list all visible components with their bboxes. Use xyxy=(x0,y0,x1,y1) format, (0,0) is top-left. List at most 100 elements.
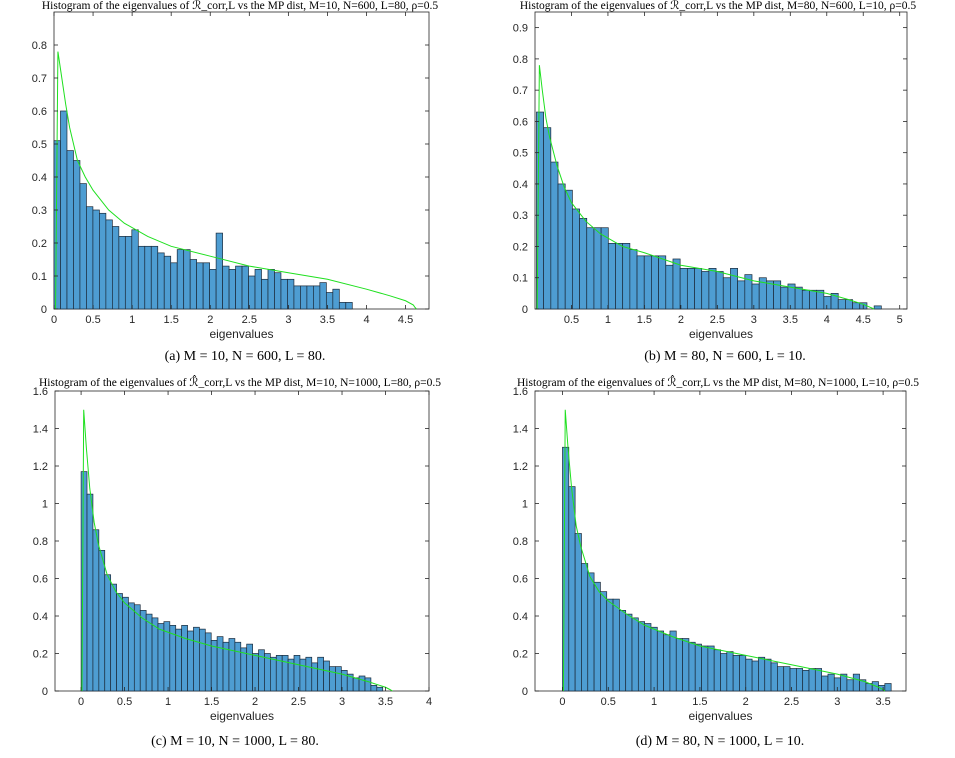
chart-a-bar xyxy=(248,275,256,310)
chart-a-bar xyxy=(157,252,165,310)
chart-c-ytick-label: 0 xyxy=(42,686,48,698)
chart-a-bar xyxy=(274,272,282,310)
chart-b-bar xyxy=(672,258,681,310)
chart-a-bar xyxy=(131,229,139,310)
chart-a-ytick-label: 0.2 xyxy=(32,238,47,250)
chart-c-ytick-label: 1.2 xyxy=(33,461,48,473)
chart-c-bar xyxy=(364,677,372,692)
chart-a-bar xyxy=(280,278,288,310)
chart-a-mp-curve xyxy=(55,51,417,310)
chart-a-xtick-label: 2 xyxy=(207,314,213,326)
chart-d-bar xyxy=(739,655,747,692)
chart-d-xtick-label: 2.5 xyxy=(784,696,799,708)
chart-d-bar xyxy=(650,626,658,692)
chart-a-title: Histogram of the eigenvalues of ℛ_corr,L… xyxy=(42,0,439,12)
chart-b-bar xyxy=(564,189,573,310)
chart-panel-d: Histogram of the eigenvalues of ℛ̂_corr,… xyxy=(478,374,955,758)
chart-d-bar xyxy=(884,683,892,692)
chart-b-ytick-label: 0.4 xyxy=(513,179,528,191)
chart-b-bar xyxy=(722,277,731,310)
chart-a-bar xyxy=(235,265,243,310)
chart-a-bar xyxy=(287,278,295,310)
chart-c-xtick-label: 4 xyxy=(426,696,432,708)
chart-c-bar xyxy=(92,529,100,692)
chart-a-xtick-label: 4 xyxy=(363,314,369,326)
chart-a-ytick-label: 0.3 xyxy=(32,205,47,217)
chart-c-bar xyxy=(335,666,342,692)
chart-a-bar xyxy=(338,302,347,310)
chart-d-xtick-label: 0.5 xyxy=(601,696,616,708)
chart-d-ytick-label: 1 xyxy=(522,499,528,511)
chart-panel-c: Histogram of the eigenvalues of ℛ̂_corr,… xyxy=(0,374,477,758)
chart-b-bar xyxy=(629,249,638,310)
chart-d-xtick-label: 1 xyxy=(651,696,657,708)
chart-d-bar xyxy=(669,630,677,692)
caption-d: (d) M = 80, N = 1000, L = 10. xyxy=(635,734,805,749)
chart-c-bar xyxy=(181,625,188,692)
chart-b-bar xyxy=(701,271,710,310)
chart-c-bar xyxy=(122,596,129,692)
chart-b-xtick-label: 1 xyxy=(605,314,611,326)
chart-b-svg: Histogram of the eigenvalues of ℛ_corr,L… xyxy=(513,0,917,341)
chart-c-ytick-label: 1 xyxy=(42,499,48,511)
chart-d-bar xyxy=(593,581,601,692)
chart-c-xtick-label: 0 xyxy=(78,696,84,708)
chart-c-bar xyxy=(98,550,106,692)
chart-c-bar xyxy=(116,593,123,692)
chart-b-bar xyxy=(809,289,818,310)
chart-a-xtick-label: 1.5 xyxy=(164,314,179,326)
chart-a-bar xyxy=(92,209,100,310)
chart-b-ytick-label: 0.2 xyxy=(513,241,528,253)
chart-a-xtick-label: 0.5 xyxy=(85,314,100,326)
chart-a-bar xyxy=(209,269,217,310)
chart-b-xtick-label: 0.5 xyxy=(564,314,579,326)
chart-a-bar xyxy=(112,226,120,310)
chart-a-xtick-label: 1 xyxy=(129,314,135,326)
chart-b-bar xyxy=(543,127,552,310)
chart-a-bar xyxy=(254,269,262,310)
chart-c-bar xyxy=(281,655,289,692)
chart-d-bar xyxy=(713,649,721,692)
chart-a-bar xyxy=(228,269,236,310)
chart-d-bar xyxy=(631,617,639,692)
chart-d-bar xyxy=(827,673,835,692)
chart-b-bar xyxy=(751,283,760,310)
chart-d-bar xyxy=(751,660,759,692)
chart-c-bar xyxy=(234,641,242,692)
chart-c-xlabel: eigenvalues xyxy=(210,709,274,723)
chart-a-ytick-label: 0.1 xyxy=(32,271,47,283)
chart-c-xtick-label: 3 xyxy=(339,696,345,708)
chart-d-bar xyxy=(600,591,608,692)
chart-c-ytick-label: 0.4 xyxy=(33,611,48,623)
chart-d-bar xyxy=(821,675,829,692)
chart-a-bar xyxy=(118,236,126,310)
chart-c-bar xyxy=(216,636,224,692)
chart-d-xtick-label: 0 xyxy=(559,696,565,708)
chart-c-bar xyxy=(293,655,301,692)
chart-d-bar xyxy=(694,643,702,692)
chart-b-bar xyxy=(550,161,559,310)
chart-a-bar xyxy=(293,285,301,310)
chart-a-bar xyxy=(66,150,74,310)
chart-c-bar xyxy=(110,583,117,692)
chart-b-bar xyxy=(586,227,595,310)
chart-c-bar xyxy=(157,623,165,692)
chart-b-bar xyxy=(557,183,566,310)
chart-d-bar xyxy=(808,668,816,692)
chart-d-bar xyxy=(688,641,696,692)
chart-b-bar xyxy=(572,208,580,310)
chart-c-bar xyxy=(145,613,153,692)
chart-d-bar xyxy=(637,621,646,692)
chart-a-xtick-label: 2.5 xyxy=(242,314,257,326)
chart-b-xtick-label: 3 xyxy=(751,314,757,326)
chart-b-bar xyxy=(730,268,738,310)
chart-c-bar xyxy=(376,686,384,692)
chart-d-bar xyxy=(619,610,627,692)
chart-c-ytick-label: 0.8 xyxy=(33,536,48,548)
chart-a-bar xyxy=(99,212,107,310)
chart-b-bar xyxy=(643,255,652,310)
chart-b-bar xyxy=(679,268,688,310)
chart-c-xtick-label: 2.5 xyxy=(291,696,306,708)
chart-a-bar xyxy=(215,232,223,310)
chart-c-xtick-label: 1.5 xyxy=(204,696,219,708)
